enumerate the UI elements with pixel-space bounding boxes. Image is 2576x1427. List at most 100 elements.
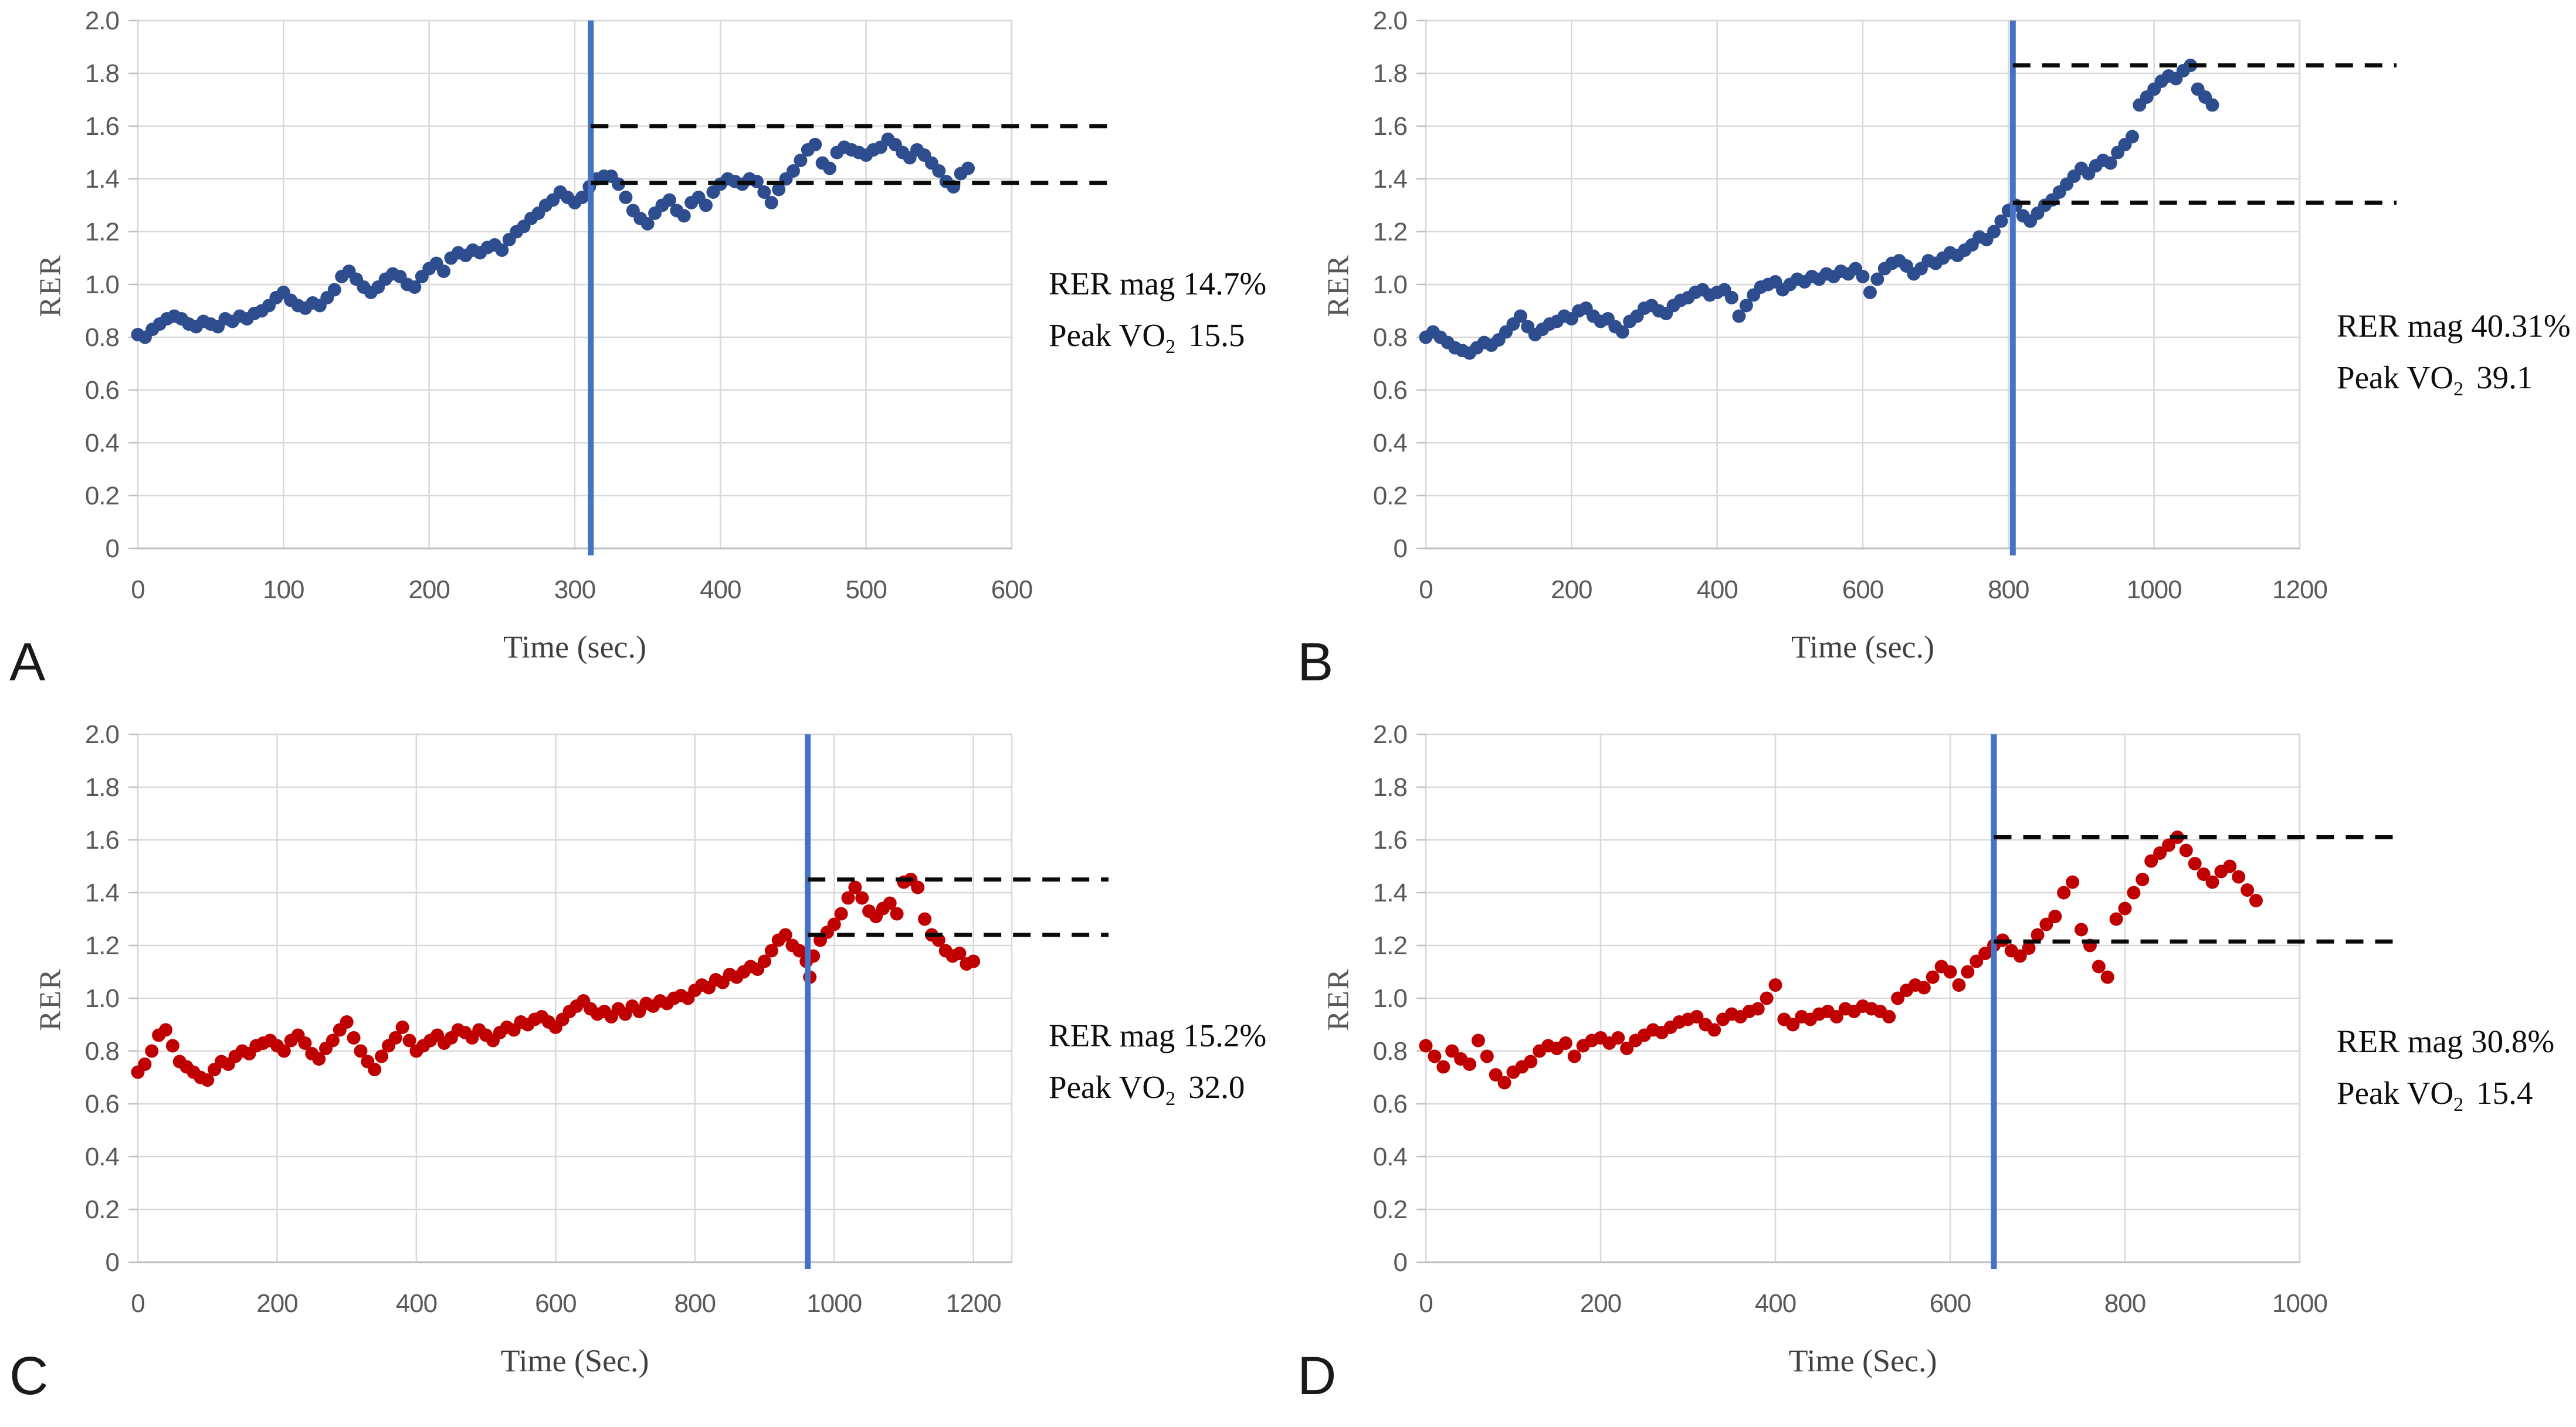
vo2-subscript: 2 <box>2453 378 2464 400</box>
svg-text:1.2: 1.2 <box>85 218 119 246</box>
svg-text:200: 200 <box>256 1289 297 1318</box>
vo2-subscript: 2 <box>1165 336 1176 358</box>
panel-a: 0 0.2 0.4 0.6 0.8 1.0 1.2 1.4 1.6 1.8 2.0 0 100 200 30… <box>0 0 1288 713</box>
y-axis-tick-marks <box>1416 733 1426 1263</box>
svg-text:0.2: 0.2 <box>1373 1195 1407 1224</box>
svg-text:2.0: 2.0 <box>1373 6 1407 35</box>
y-tick-labels: 0 0.2 0.4 0.6 0.8 1.0 1.2 1.4 1.6 1.8 2.0 <box>1373 720 1408 1277</box>
x-axis-title: Time (sec.) <box>1791 629 1934 665</box>
rer-mag-text: RER mag 30.8% <box>2337 1023 2555 1059</box>
peak-vo2-value: 15.5 <box>1188 317 1245 353</box>
svg-text:100: 100 <box>263 575 304 604</box>
svg-text:1.8: 1.8 <box>85 59 119 88</box>
svg-text:2.0: 2.0 <box>85 720 119 749</box>
scatter-chart-d: 0 0.2 0.4 0.6 0.8 1.0 1.2 1.4 1.6 1.8 2.0 0 200 400 60… <box>1373 720 2397 1318</box>
y-tick-labels: 0 0.2 0.4 0.6 0.8 1.0 1.2 1.4 1.6 1.8 2.0 <box>85 6 120 563</box>
peak-vo2-value: 32.0 <box>1188 1069 1245 1105</box>
svg-text:400: 400 <box>1696 575 1737 604</box>
x-tick-labels: 0 200 400 600 800 1000 1200 <box>131 1289 1001 1318</box>
peak-vo2-prefix: Peak VO <box>1049 317 1166 353</box>
svg-text:1.2: 1.2 <box>1373 931 1407 960</box>
svg-text:1.4: 1.4 <box>1373 165 1408 194</box>
svg-text:1.8: 1.8 <box>85 773 119 802</box>
y-axis-title: RER <box>1321 254 1355 317</box>
rer-mag-text: RER mag 15.2% <box>1049 1018 1267 1053</box>
rer-mag-text: RER mag 40.31% <box>2337 308 2571 344</box>
svg-text:0: 0 <box>1419 575 1432 604</box>
svg-text:1.6: 1.6 <box>85 112 119 141</box>
dashed-reference-lines <box>2012 63 2397 205</box>
y-axis-tick-marks <box>1416 19 1426 550</box>
peak-vo2-prefix: Peak VO <box>1049 1069 1166 1105</box>
y-axis-title: RER <box>33 254 67 317</box>
svg-text:0.6: 0.6 <box>85 1090 119 1118</box>
svg-text:2.0: 2.0 <box>1373 720 1407 749</box>
y-axis-title: RER <box>1321 968 1355 1031</box>
svg-text:500: 500 <box>845 575 886 604</box>
x-axis-title: Time (Sec.) <box>1788 1343 1937 1378</box>
peak-vo2-prefix: Peak VO <box>2337 360 2454 395</box>
svg-text:0.2: 0.2 <box>1373 482 1407 510</box>
svg-text:0: 0 <box>1394 1248 1407 1277</box>
scatter-chart-c: 0 0.2 0.4 0.6 0.8 1.0 1.2 1.4 1.6 1.8 2.0 0 200 400 60… <box>85 720 1109 1318</box>
svg-text:1200: 1200 <box>946 1289 1001 1318</box>
scatter-points <box>131 133 975 344</box>
svg-text:0: 0 <box>106 534 119 563</box>
svg-text:1.0: 1.0 <box>1373 984 1407 1013</box>
svg-text:0.4: 0.4 <box>1373 429 1408 457</box>
panel-letter-d: D <box>1297 1346 1337 1406</box>
svg-text:0.2: 0.2 <box>85 1195 119 1224</box>
svg-text:600: 600 <box>1842 575 1883 604</box>
y-tick-labels: 0 0.2 0.4 0.6 0.8 1.0 1.2 1.4 1.6 1.8 2.0 <box>85 720 120 1277</box>
scatter-points <box>131 873 981 1087</box>
x-tick-labels: 0 100 200 300 400 500 600 <box>131 575 1033 604</box>
svg-text:200: 200 <box>408 575 449 604</box>
peak-vo2-prefix: Peak VO <box>2337 1075 2454 1111</box>
svg-text:1.8: 1.8 <box>1373 773 1407 802</box>
dashed-reference-lines <box>808 877 1109 937</box>
panel-d: 0 0.2 0.4 0.6 0.8 1.0 1.2 1.4 1.6 1.8 2.0 0 200 400 60… <box>1288 714 2576 1427</box>
svg-text:600: 600 <box>1930 1289 1971 1318</box>
svg-text:1.6: 1.6 <box>85 826 119 855</box>
svg-text:1000: 1000 <box>2272 1289 2327 1318</box>
annotation-block: RER mag 14.7% Peak VO2 15.5 <box>1049 258 1266 373</box>
peak-vo2-text: Peak VO2 39.1 <box>2337 352 2571 415</box>
svg-text:0: 0 <box>1419 1289 1432 1318</box>
x-tick-labels: 0 200 400 600 800 1000 <box>1419 1289 2328 1318</box>
panel-b: 0 0.2 0.4 0.6 0.8 1.0 1.2 1.4 1.6 1.8 2.0 0 200 400 60… <box>1288 0 2576 713</box>
scatter-chart-a: 0 0.2 0.4 0.6 0.8 1.0 1.2 1.4 1.6 1.8 2.0 0 100 200 30… <box>85 6 1109 604</box>
svg-text:0.6: 0.6 <box>1373 376 1407 405</box>
svg-text:200: 200 <box>1551 575 1592 604</box>
peak-vo2-value: 15.4 <box>2476 1075 2533 1111</box>
svg-text:0: 0 <box>1394 534 1407 563</box>
dashed-reference-lines <box>1994 835 2397 944</box>
peak-vo2-value: 39.1 <box>2476 360 2533 395</box>
peak-vo2-text: Peak VO2 15.4 <box>2337 1067 2554 1131</box>
svg-text:0: 0 <box>106 1248 119 1277</box>
svg-text:1.4: 1.4 <box>85 879 120 907</box>
panel-letter-b: B <box>1297 632 1334 692</box>
x-axis-title: Time (sec.) <box>503 629 646 665</box>
scatter-chart-b: 0 0.2 0.4 0.6 0.8 1.0 1.2 1.4 1.6 1.8 2.0 0 200 400 60… <box>1373 6 2397 604</box>
svg-text:0.8: 0.8 <box>1373 1037 1407 1066</box>
svg-text:400: 400 <box>700 575 741 604</box>
annotation-block: RER mag 40.31% Peak VO2 39.1 <box>2337 300 2571 415</box>
scatter-points <box>1419 831 2263 1090</box>
y-axis-tick-marks <box>128 19 138 550</box>
svg-text:1.2: 1.2 <box>85 931 119 960</box>
svg-text:200: 200 <box>1580 1289 1621 1318</box>
svg-text:0.4: 0.4 <box>85 429 120 457</box>
svg-text:0.8: 0.8 <box>1373 323 1407 352</box>
panel-c: 0 0.2 0.4 0.6 0.8 1.0 1.2 1.4 1.6 1.8 2.0 0 200 400 60… <box>0 714 1288 1427</box>
svg-text:1.2: 1.2 <box>1373 218 1407 246</box>
vo2-subscript: 2 <box>1165 1088 1176 1110</box>
svg-text:2.0: 2.0 <box>85 6 119 35</box>
svg-text:0.8: 0.8 <box>85 323 119 352</box>
svg-text:1.8: 1.8 <box>1373 59 1407 88</box>
gridlines <box>1425 733 2301 1263</box>
rer-mag-text: RER mag 14.7% <box>1049 266 1267 301</box>
panel-letter-c: C <box>9 1346 49 1406</box>
svg-text:1.6: 1.6 <box>1373 826 1407 855</box>
svg-text:1.6: 1.6 <box>1373 112 1407 141</box>
